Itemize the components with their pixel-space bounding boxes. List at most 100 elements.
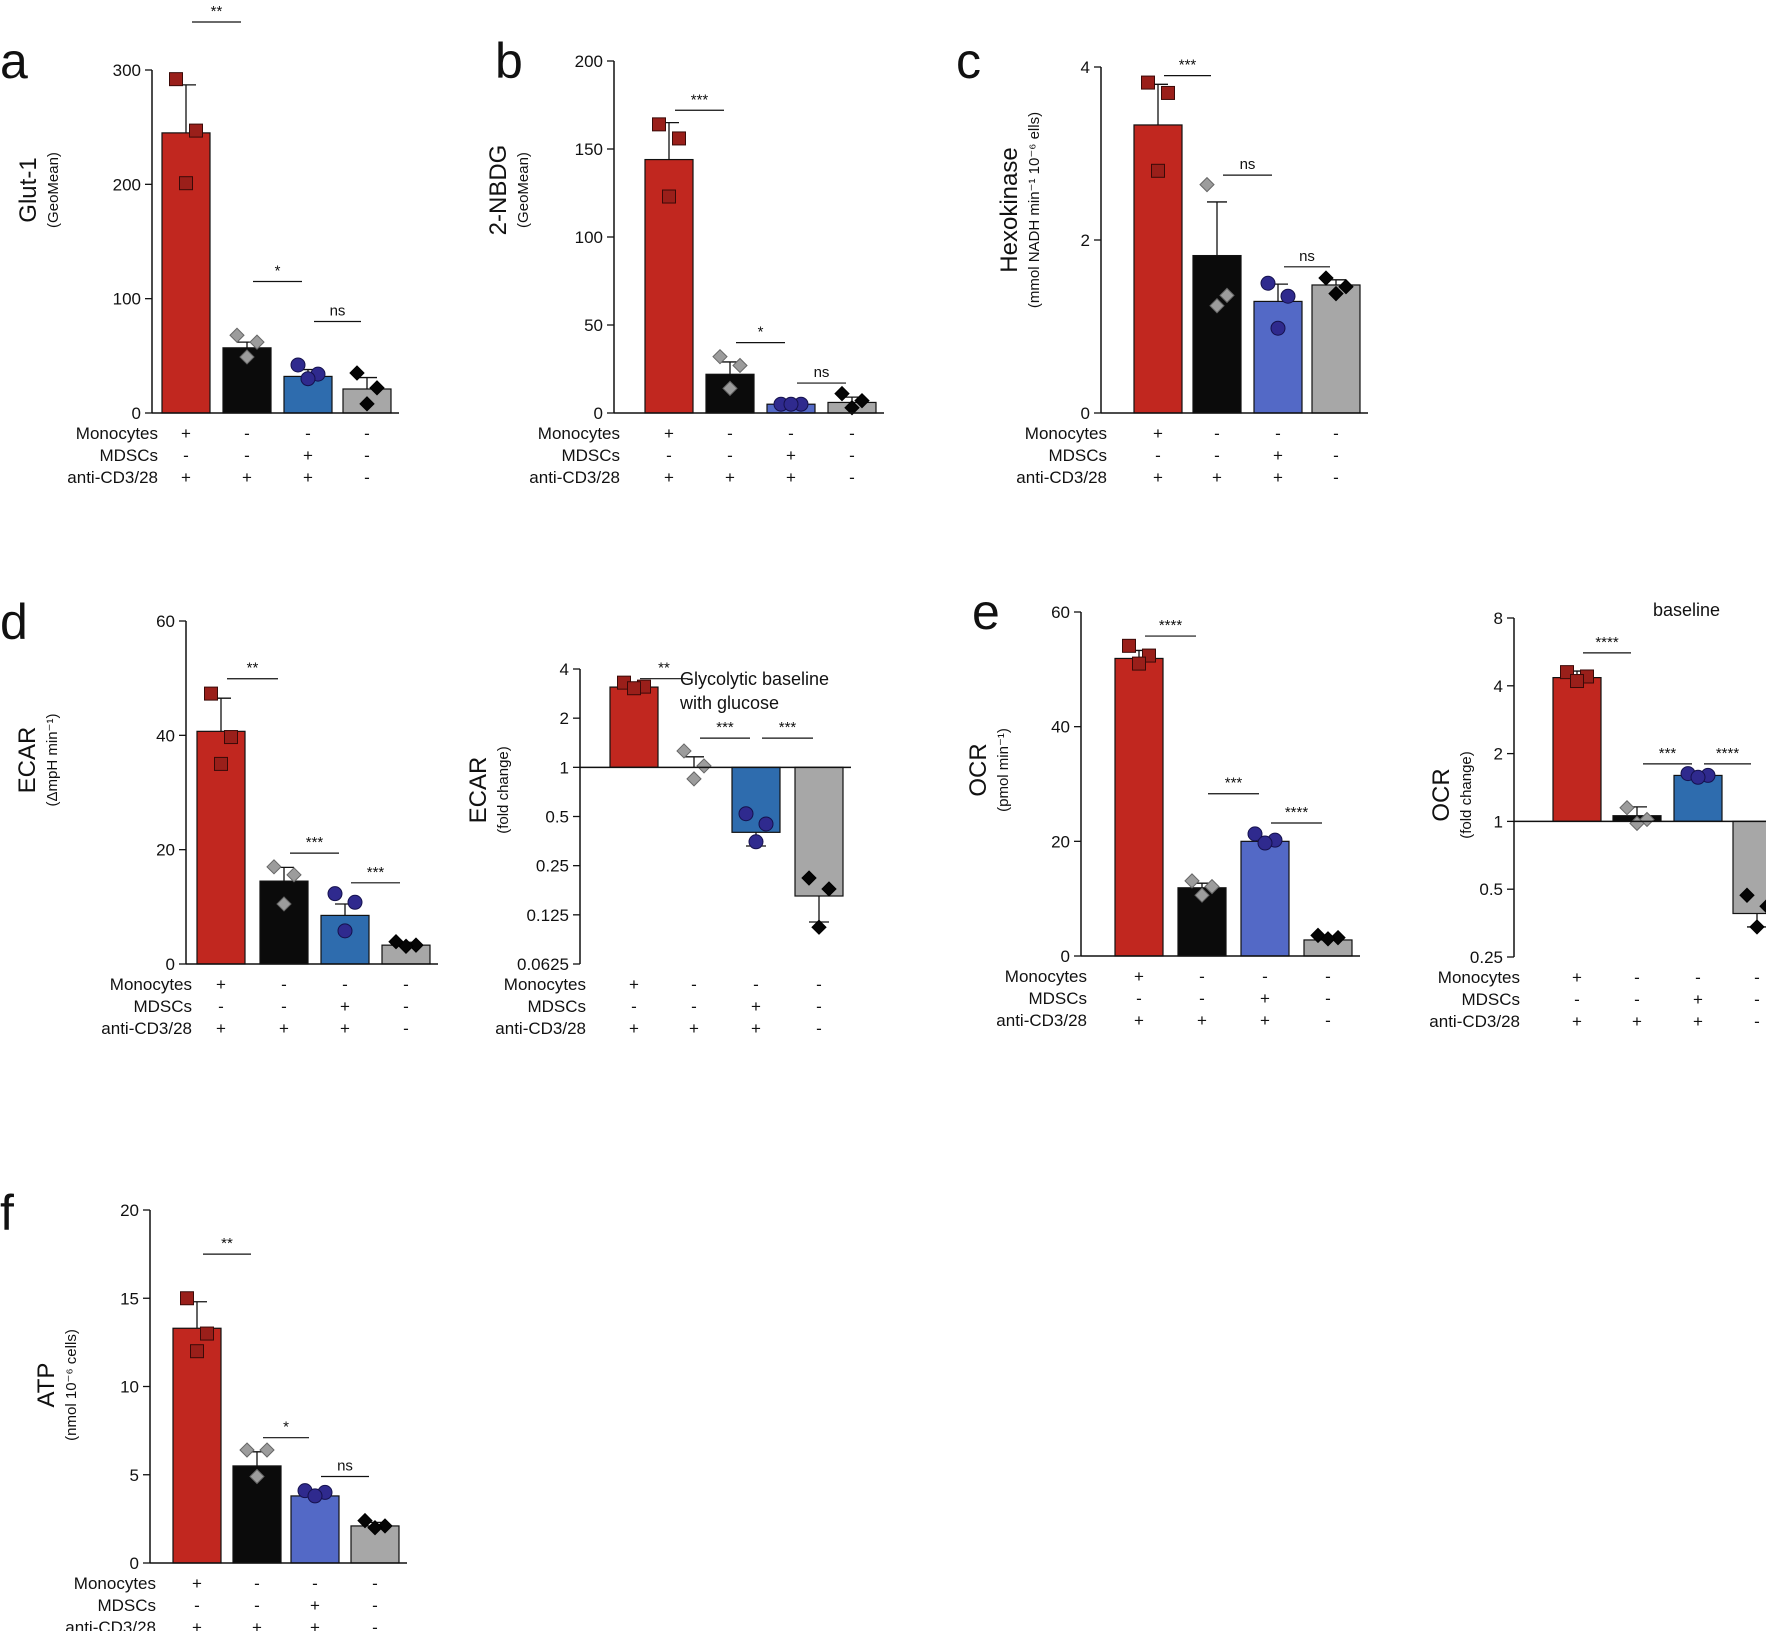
- point-d2-3-1: [821, 881, 837, 897]
- condition-sign: +: [303, 446, 313, 465]
- condition-sign: -: [788, 424, 794, 443]
- condition-sign: -: [305, 424, 311, 443]
- point-f-0-1: [200, 1326, 214, 1341]
- point-b-3-1: [854, 392, 870, 409]
- point-e1-1-0: [1184, 873, 1200, 889]
- condition-row-label: MDSCs: [133, 997, 192, 1016]
- point-d1-3-1: [408, 937, 424, 953]
- significance-label: ns: [1240, 156, 1256, 173]
- y-tick-label: 0.25: [536, 857, 569, 876]
- panel-letter: b: [495, 33, 523, 89]
- condition-sign: +: [192, 1574, 202, 1593]
- condition-row-label: MDSCs: [97, 1596, 156, 1615]
- condition-sign: -: [364, 468, 370, 487]
- condition-row-label: Monocytes: [74, 1574, 156, 1593]
- y-tick-label: 40: [1051, 718, 1070, 737]
- point-e2-3-0: [1739, 887, 1755, 903]
- condition-sign: +: [689, 1019, 699, 1038]
- condition-sign: +: [1153, 468, 1163, 487]
- point-c-0-1: [1161, 85, 1175, 100]
- significance-label: ****: [1716, 745, 1740, 762]
- point-c-3-2: [1328, 285, 1344, 302]
- point-a-3-0: [349, 365, 365, 381]
- significance-label: ns: [330, 303, 346, 320]
- condition-sign: -: [1136, 989, 1142, 1008]
- y-tick-label: 40: [156, 726, 175, 745]
- point-f-1-0: [239, 1442, 255, 1458]
- condition-sign: -: [1333, 424, 1339, 443]
- point-d1-2-2: [337, 923, 353, 939]
- condition-sign: +: [216, 1019, 226, 1038]
- condition-sign: -: [849, 446, 855, 465]
- condition-sign: -: [244, 424, 250, 443]
- y-axis-subtitle: (GeoMean): [45, 152, 62, 228]
- condition-sign: -: [194, 1596, 200, 1615]
- point-f-0-0: [180, 1291, 194, 1306]
- condition-sign: +: [310, 1596, 320, 1615]
- point-d1-1-2: [276, 896, 292, 912]
- point-e1-0-2: [1132, 656, 1146, 671]
- y-axis-title: ECAR: [14, 727, 41, 794]
- condition-row-label: Monocytes: [504, 975, 586, 994]
- point-a-1-1: [249, 334, 265, 350]
- condition-sign: -: [691, 975, 697, 994]
- condition-sign: -: [403, 1019, 409, 1038]
- point-d2-0-2: [627, 681, 641, 696]
- significance-label: **: [658, 660, 670, 677]
- y-tick-label: 2: [560, 709, 569, 728]
- condition-row-label: Monocytes: [76, 424, 158, 443]
- condition-sign: -: [1325, 1011, 1331, 1030]
- point-d2-2-0: [738, 806, 754, 822]
- significance-label: ***: [716, 719, 734, 736]
- condition-sign: +: [1693, 1012, 1703, 1031]
- condition-sign: -: [1574, 990, 1580, 1009]
- condition-sign: +: [340, 1019, 350, 1038]
- condition-sign: -: [691, 997, 697, 1016]
- condition-sign: -: [1754, 1012, 1760, 1031]
- bar-f-0: [172, 1327, 222, 1564]
- y-tick-label: 0: [1081, 404, 1090, 423]
- point-c-3-0: [1318, 270, 1334, 286]
- y-tick-label: 4: [1081, 58, 1090, 77]
- condition-sign: -: [372, 1618, 378, 1631]
- bar-e1-2: [1240, 840, 1290, 957]
- condition-sign: +: [664, 468, 674, 487]
- y-tick-label: 0: [132, 404, 141, 423]
- panel-letter: f: [0, 1185, 14, 1241]
- condition-sign: +: [786, 446, 796, 465]
- condition-sign: -: [281, 997, 287, 1016]
- y-axis-subtitle: (mmol NADH min⁻¹ 10⁻⁶ ells): [1026, 112, 1043, 308]
- y-tick-label: 0.5: [545, 808, 569, 827]
- condition-sign: -: [183, 446, 189, 465]
- condition-row-label: anti-CD3/28: [1016, 468, 1107, 487]
- bar-d2-0: [609, 686, 659, 768]
- condition-row-label: Monocytes: [1438, 968, 1520, 987]
- significance-label: ***: [1225, 775, 1243, 792]
- significance-label: ****: [1595, 634, 1619, 651]
- condition-sign: -: [753, 975, 759, 994]
- point-e1-0-0: [1122, 638, 1136, 653]
- condition-sign: -: [1199, 989, 1205, 1008]
- point-c-1-2: [1209, 298, 1225, 314]
- point-a-0-2: [179, 176, 193, 191]
- condition-row-label: MDSCs: [1048, 446, 1107, 465]
- condition-sign: -: [364, 446, 370, 465]
- point-c-1-1: [1219, 287, 1235, 304]
- y-tick-label: 20: [156, 841, 175, 860]
- point-e1-3-2: [1320, 931, 1336, 947]
- condition-sign: +: [303, 468, 313, 487]
- condition-sign: -: [1325, 967, 1331, 986]
- condition-sign: -: [727, 424, 733, 443]
- condition-sign: -: [1214, 424, 1220, 443]
- condition-sign: -: [364, 424, 370, 443]
- condition-sign: -: [372, 1574, 378, 1593]
- point-a-0-1: [189, 123, 203, 138]
- condition-sign: +: [181, 424, 191, 443]
- condition-sign: -: [1155, 446, 1161, 465]
- significance-label: *: [275, 263, 281, 280]
- condition-sign: +: [1572, 1012, 1582, 1031]
- condition-row-label: anti-CD3/28: [529, 468, 620, 487]
